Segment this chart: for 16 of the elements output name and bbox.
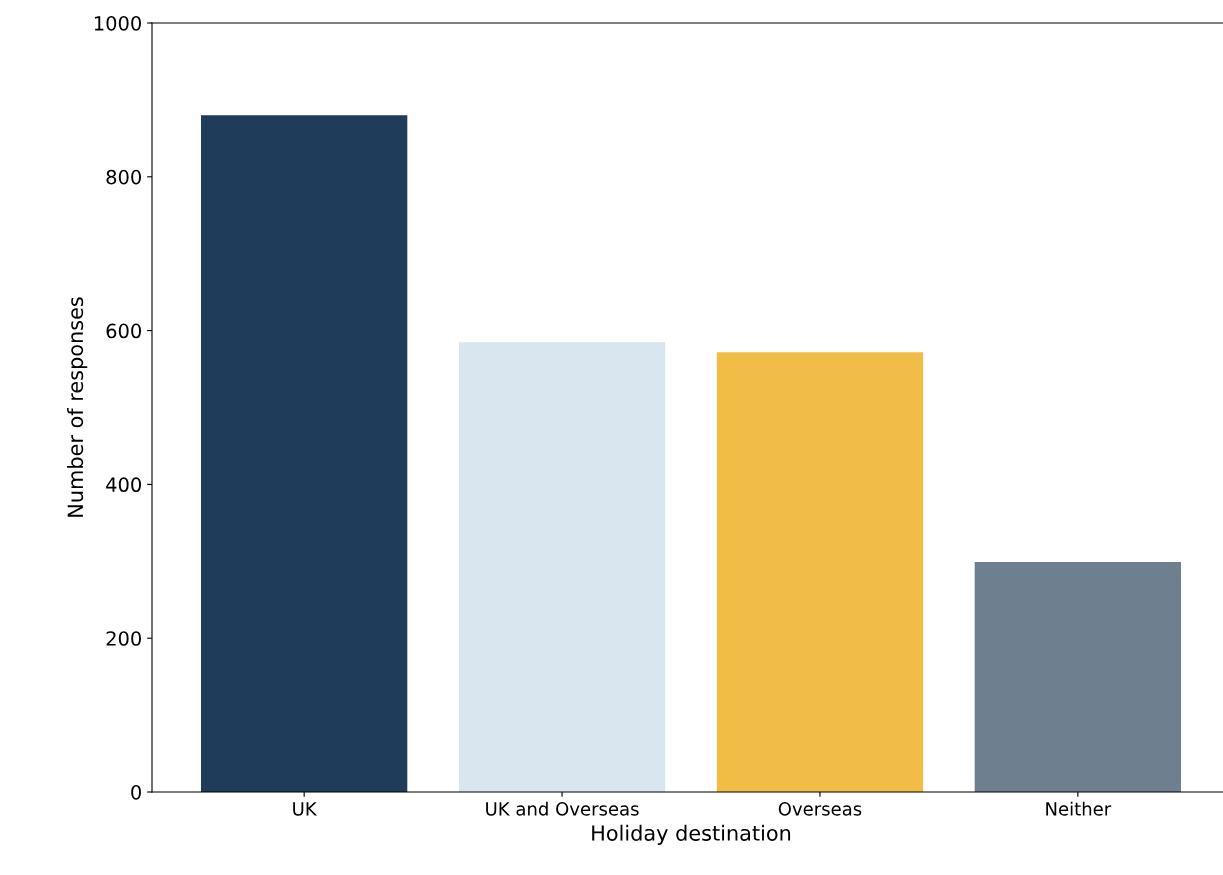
y-tick-label: 1000 xyxy=(94,15,141,31)
x-tick-label: Overseas xyxy=(778,802,862,816)
x-tick-label: Neither xyxy=(1046,801,1112,816)
y-tick-label: 600 xyxy=(106,323,141,339)
y-tick-label: 800 xyxy=(106,169,141,185)
y-tick-label: 200 xyxy=(106,631,141,646)
x-tick-label: UK and Overseas xyxy=(486,801,639,816)
bar xyxy=(974,562,1181,792)
bar xyxy=(458,342,666,792)
x-tick-label: UK xyxy=(293,802,318,816)
y-axis-title: Number of responses xyxy=(67,297,88,517)
y-tick-label: 0 xyxy=(131,784,141,800)
x-axis-title: Holiday destination xyxy=(592,824,791,845)
bar xyxy=(201,115,408,792)
bar xyxy=(716,352,924,792)
y-tick-label: 400 xyxy=(106,477,141,493)
